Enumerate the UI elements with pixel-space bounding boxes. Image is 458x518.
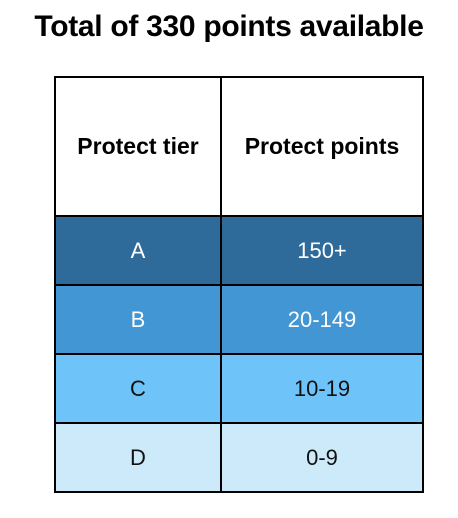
page-title: Total of 330 points available	[34, 10, 424, 43]
table-header-row: Protect tier Protect points	[54, 76, 424, 217]
points-cell: 20-149	[220, 284, 424, 355]
table-row: A 150+	[54, 215, 424, 286]
column-header-points: Protect points	[220, 76, 424, 217]
column-header-tier: Protect tier	[54, 76, 222, 217]
tier-table: Protect tier Protect points A 150+ B 20-…	[54, 76, 424, 493]
points-cell: 0-9	[220, 422, 424, 493]
tier-cell: B	[54, 284, 222, 355]
tier-cell: C	[54, 353, 222, 424]
table-row: D 0-9	[54, 422, 424, 493]
points-cell: 10-19	[220, 353, 424, 424]
points-cell: 150+	[220, 215, 424, 286]
tier-cell: A	[54, 215, 222, 286]
table-row: B 20-149	[54, 284, 424, 355]
tier-cell: D	[54, 422, 222, 493]
table-row: C 10-19	[54, 353, 424, 424]
